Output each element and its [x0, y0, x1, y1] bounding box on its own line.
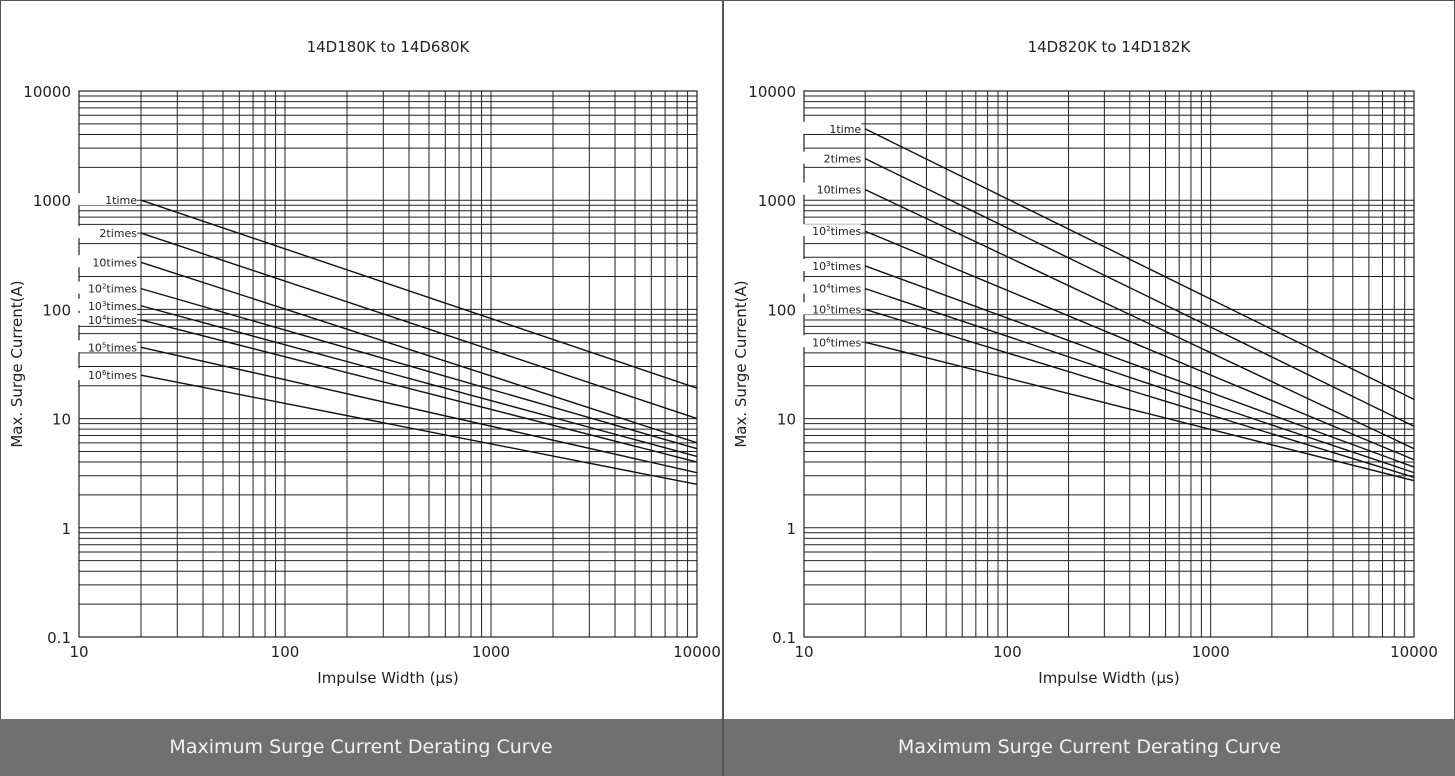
grid — [78, 90, 698, 638]
series-line — [865, 308, 1415, 478]
x-tick-label: 100 — [271, 643, 300, 661]
series-label-bg — [797, 302, 862, 315]
plot-border — [78, 90, 698, 638]
series-line — [140, 374, 698, 486]
series-line — [140, 287, 698, 450]
series-label: 2times — [99, 227, 137, 240]
y-tick-label: 1000 — [758, 192, 796, 210]
series-label-bg — [73, 340, 138, 353]
x-tick-label: 10000 — [1390, 643, 1438, 661]
series-label: 104times — [812, 283, 861, 296]
series-label-bg — [73, 298, 138, 311]
series-label-bg — [73, 226, 138, 239]
series-line — [865, 341, 1415, 482]
series-label-bg — [73, 255, 138, 268]
series-label: 105times — [88, 341, 137, 354]
series-label-bg — [73, 368, 138, 381]
series-label: 104times — [88, 314, 137, 327]
series-line — [140, 346, 698, 474]
series-label: 102times — [88, 283, 137, 296]
series-label-bg — [73, 312, 138, 325]
series-line — [864, 265, 1415, 468]
series-line — [864, 188, 1415, 450]
series-label-bg — [797, 151, 862, 164]
y-tick-label: 1000 — [33, 192, 71, 210]
y-axis-label: Max. Surge Current(A) — [732, 280, 750, 447]
y-tick-label: 0.1 — [47, 629, 71, 647]
series-label-bg — [73, 193, 138, 206]
chart-title: 14D180K to 14D680K — [307, 38, 471, 56]
plot-border — [803, 90, 1415, 638]
y-tick-label: 1 — [786, 520, 796, 538]
y-tick-label: 0.1 — [772, 629, 796, 647]
x-tick-label: 1000 — [1192, 643, 1230, 661]
y-tick-label: 10 — [777, 411, 796, 429]
series-label-bg — [797, 182, 862, 195]
x-axis-label: Impulse Width (µs) — [317, 669, 458, 687]
y-tick-label: 1 — [61, 520, 71, 538]
panel-divider — [722, 0, 724, 776]
series-line — [140, 232, 698, 420]
grid — [803, 90, 1415, 638]
y-axis-label: Max. Surge Current(A) — [8, 280, 26, 447]
series-label: 1time — [105, 194, 137, 207]
series-label-bg — [797, 281, 862, 294]
series-label: 10times — [817, 184, 862, 197]
series-label: 103times — [88, 300, 137, 313]
x-tick-label: 10 — [794, 643, 813, 661]
series-label: 102times — [812, 225, 861, 238]
y-tick-label: 10 — [52, 411, 71, 429]
series-line — [864, 287, 1415, 474]
series-label: 2times — [824, 153, 862, 166]
series-line — [864, 158, 1415, 427]
y-tick-label: 100 — [42, 301, 71, 319]
series-label-bg — [797, 335, 862, 348]
series-label: 105times — [812, 303, 861, 316]
series-line — [864, 128, 1415, 400]
chart-title: 14D820K to 14D182K — [1028, 38, 1192, 56]
series-label-bg — [797, 224, 862, 237]
x-tick-label: 10000 — [673, 643, 721, 661]
y-tick-label: 10000 — [748, 83, 796, 101]
series-line — [864, 230, 1415, 461]
y-tick-label: 100 — [767, 301, 796, 319]
series-label-bg — [73, 281, 138, 294]
x-tick-label: 1000 — [472, 643, 510, 661]
series-line — [140, 319, 698, 463]
series-lines — [864, 128, 1415, 482]
footer-caption-left: Maximum Surge Current Derating Curve — [0, 719, 722, 776]
series-label: 106times — [88, 369, 137, 382]
x-tick-label: 100 — [993, 643, 1022, 661]
series-label-bg — [797, 121, 862, 134]
y-tick-label: 10000 — [23, 83, 71, 101]
series-label: 106times — [812, 336, 861, 349]
series-lines — [140, 199, 698, 486]
series-line — [140, 199, 698, 389]
series-line — [140, 305, 698, 458]
footer-caption-right: Maximum Surge Current Derating Curve — [724, 719, 1455, 776]
series-label-bg — [797, 258, 862, 271]
series-label: 10times — [92, 256, 137, 269]
series-label: 1time — [829, 123, 861, 136]
series-line — [140, 261, 698, 444]
x-tick-label: 10 — [69, 643, 88, 661]
series-label: 103times — [812, 260, 861, 273]
x-axis-label: Impulse Width (µs) — [1038, 669, 1179, 687]
